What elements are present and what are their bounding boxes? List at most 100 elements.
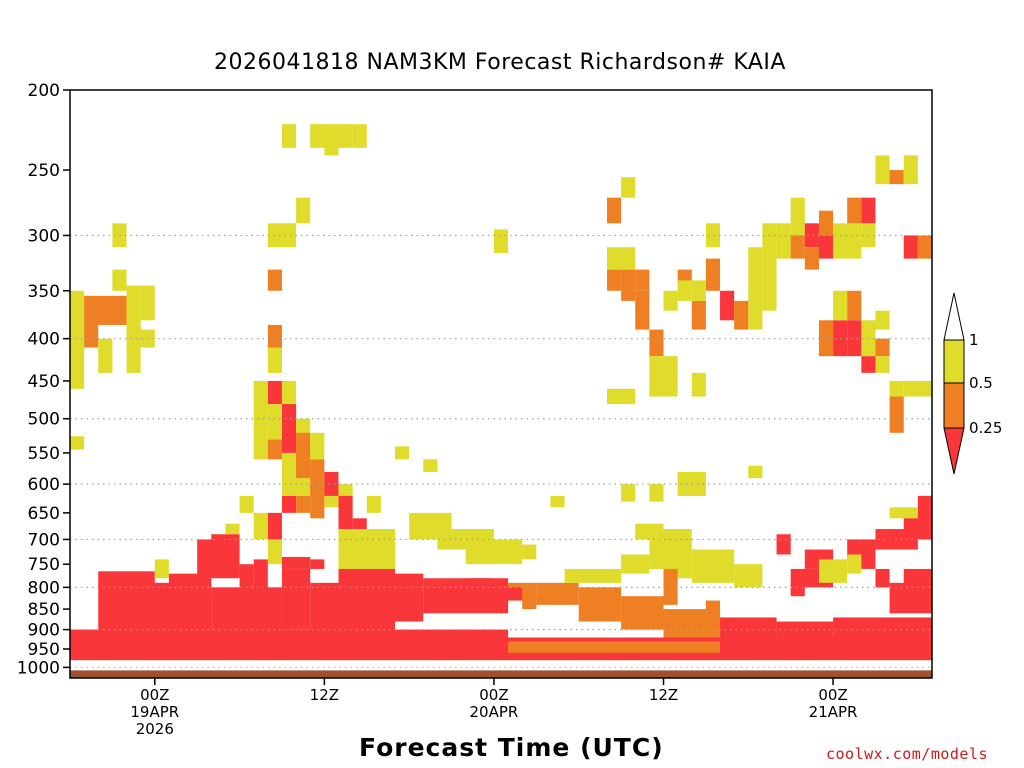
heatmap-cells xyxy=(70,124,946,678)
heatmap-cell xyxy=(112,223,127,248)
gridlines xyxy=(70,234,932,668)
x-tick-label: 12Z xyxy=(649,686,678,704)
heatmap-cell xyxy=(790,582,805,597)
heatmap-cell xyxy=(465,539,523,565)
legend-label: 1 xyxy=(969,331,979,349)
heatmap-cell xyxy=(281,404,297,453)
x-tick-label: 00Z xyxy=(140,686,169,704)
legend: 1 0.5 0.25 xyxy=(943,292,1002,475)
heatmap-cell xyxy=(833,223,862,259)
heatmap-cell xyxy=(267,439,282,460)
heatmap-cell xyxy=(734,564,763,588)
y-tick-label: 300 xyxy=(28,226,60,246)
heatmap-cell xyxy=(324,471,339,496)
heatmap-cell xyxy=(903,235,918,259)
heatmap-cell xyxy=(889,396,904,433)
heatmap-cell xyxy=(606,247,636,270)
heatmap-cell xyxy=(310,484,325,519)
plot-frame xyxy=(69,89,933,679)
ground-fill xyxy=(70,670,932,678)
legend-label: 0.5 xyxy=(969,374,993,392)
heatmap-cell xyxy=(296,432,311,479)
heatmap-cell xyxy=(423,459,438,472)
heatmap-cell xyxy=(818,320,834,357)
heatmap-cell xyxy=(790,235,805,259)
heatmap-cell xyxy=(352,124,367,148)
axes: 200 250 300 350 400 450 500 550 600 650 700 750 8008… xyxy=(17,81,858,738)
heatmap-cell xyxy=(281,556,311,569)
y-tick-label: 1000 xyxy=(17,658,60,678)
heatmap-cell xyxy=(762,223,777,311)
heatmap-cell xyxy=(70,436,85,450)
heatmap-cell xyxy=(748,247,763,330)
heatmap-cell xyxy=(903,155,918,185)
heatmap-cell xyxy=(818,235,834,259)
heatmap-cell xyxy=(861,356,876,373)
heatmap-cell xyxy=(804,223,819,248)
y-tick-label: 950 xyxy=(28,640,60,660)
heatmap-cell xyxy=(861,549,876,569)
heatmap-cell xyxy=(833,290,848,321)
heatmap-cell xyxy=(818,210,834,236)
heatmap-cell xyxy=(649,356,678,381)
heatmap-cell xyxy=(889,507,918,519)
heatmap-cell xyxy=(281,568,311,630)
heatmap-cell xyxy=(734,300,749,330)
heatmap-cell xyxy=(395,446,410,460)
y-tick-label: 500 xyxy=(28,410,60,430)
heatmap-cell xyxy=(267,347,282,373)
heatmap-cell xyxy=(522,544,537,560)
y-tick-label: 550 xyxy=(28,444,60,464)
x-tick-label: 12Z xyxy=(310,686,339,704)
legend-swatch xyxy=(943,339,965,384)
heatmap-cell xyxy=(875,568,890,588)
heatmap-cell xyxy=(267,269,282,291)
heatmap-cell xyxy=(310,559,325,569)
heatmap-cell xyxy=(493,229,509,253)
heatmap-cell xyxy=(649,484,664,502)
y-tick-label: 900 xyxy=(28,621,60,641)
heatmap-cell xyxy=(875,155,890,185)
heatmap-cell xyxy=(98,571,155,588)
heatmap-cell xyxy=(649,329,664,357)
heatmap-cell xyxy=(267,223,297,248)
heatmap-cell xyxy=(635,269,650,291)
heatmap-cell xyxy=(875,310,890,330)
heatmap-cell xyxy=(705,258,721,291)
heatmap-cell xyxy=(932,124,946,148)
heatmap-cell xyxy=(84,295,127,325)
heatmap-cell xyxy=(818,559,848,583)
heatmap-cell xyxy=(621,269,636,301)
heatmap-cell xyxy=(380,573,424,622)
x-tick-label: 00Z xyxy=(479,686,508,704)
heatmap-cell xyxy=(253,380,268,460)
heatmap-cell xyxy=(903,568,932,588)
y-tick-label: 850 xyxy=(28,600,60,620)
heatmap-cell xyxy=(70,629,509,642)
heatmap-cell xyxy=(621,484,636,502)
heatmap-cell xyxy=(847,290,862,321)
heatmap-cell xyxy=(98,338,113,373)
x-tick-label: 2026 xyxy=(136,720,174,738)
x-tick-label: 21APR xyxy=(809,703,858,721)
heatmap-cell xyxy=(889,582,932,614)
heatmap-cell xyxy=(917,235,932,259)
heatmap-cell xyxy=(126,285,141,339)
y-tick-label: 450 xyxy=(28,372,60,392)
heatmap-cell xyxy=(281,124,297,148)
heatmap-cell xyxy=(621,554,650,574)
heatmap-cell xyxy=(606,269,622,291)
heatmap-cell xyxy=(338,529,396,569)
heatmap-cell xyxy=(776,534,791,555)
heatmap-cell xyxy=(296,197,311,224)
heatmap-cell xyxy=(748,465,763,479)
chart-title: 2026041818 NAM3KM Forecast Richardson# K… xyxy=(214,50,786,75)
heatmap-cell xyxy=(649,539,664,569)
heatmap-cell xyxy=(847,197,862,224)
heatmap-cell xyxy=(168,573,212,597)
heatmap-cell xyxy=(126,338,141,373)
y-tick-label: 400 xyxy=(28,330,60,350)
legend-label: 0.25 xyxy=(969,419,1002,437)
